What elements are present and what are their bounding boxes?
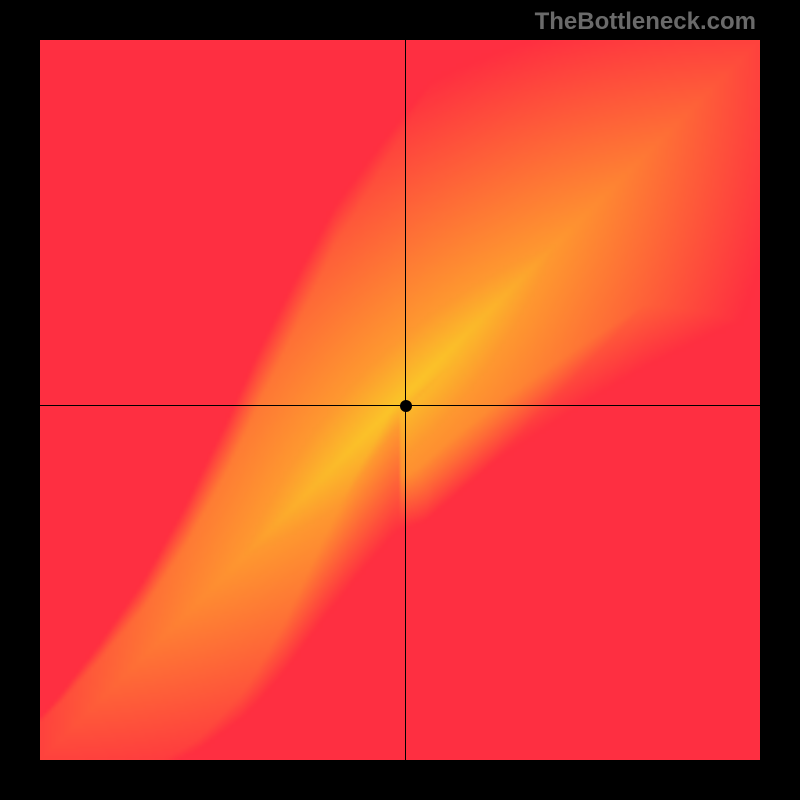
heatmap-canvas — [40, 40, 760, 760]
heatmap-plot — [40, 40, 760, 760]
watermark-text: TheBottleneck.com — [535, 8, 756, 36]
marker-point — [400, 400, 412, 412]
